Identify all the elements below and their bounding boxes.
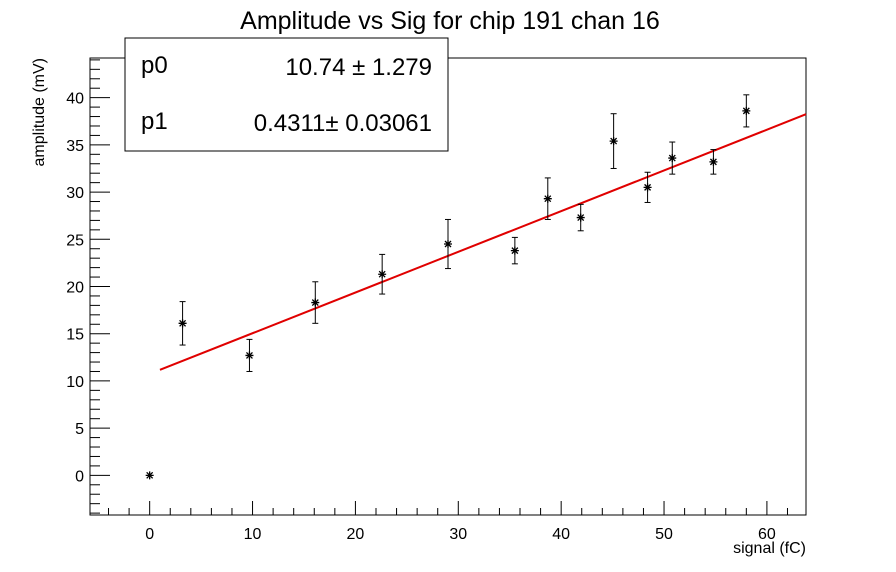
y-tick-label: 15	[66, 327, 84, 344]
asterisk-marker	[145, 471, 154, 480]
plus-minus-sign: ±	[345, 54, 372, 81]
param-p1-name: p1	[141, 108, 168, 135]
asterisk-marker	[609, 137, 618, 146]
data-point	[709, 149, 718, 175]
asterisk-marker	[311, 298, 320, 307]
x-axis-label: signal (fC)	[733, 540, 806, 557]
asterisk-marker	[178, 319, 187, 328]
y-tick-label: 30	[66, 185, 84, 202]
data-point	[378, 253, 387, 295]
fit-box-frame	[124, 37, 449, 152]
x-tick-label: 40	[552, 526, 570, 543]
y-axis-label: amplitude (mV)	[31, 58, 48, 166]
x-tick-label: 60	[758, 526, 776, 543]
asterisk-marker	[643, 183, 652, 192]
x-axis: 0 10 20 30 40 50 60	[108, 501, 788, 543]
data-point	[510, 236, 519, 265]
data-points-layer	[145, 94, 751, 480]
asterisk-marker	[543, 194, 552, 203]
data-point	[609, 113, 618, 169]
y-tick-label: 20	[66, 280, 84, 297]
x-tick-label: 10	[244, 526, 262, 543]
data-point	[576, 203, 585, 232]
asterisk-marker	[444, 240, 452, 249]
param-p0-name: p0	[141, 52, 168, 79]
x-tick-label: 50	[655, 526, 673, 543]
param-p0-error: 1.279	[372, 54, 432, 81]
y-tick-label: 0	[75, 468, 84, 485]
y-tick-label: 5	[75, 421, 84, 438]
data-point	[178, 301, 187, 346]
y-axis: 0 5 10 15 20 25 30 35 40	[66, 59, 110, 514]
param-p0-mean: 10.74	[285, 54, 345, 81]
asterisk-marker	[668, 154, 677, 163]
param-p0-value: 10.74 ± 1.279	[285, 54, 432, 81]
x-tick-label: 30	[449, 526, 467, 543]
fit-line	[159, 113, 807, 371]
asterisk-marker	[378, 270, 387, 279]
data-point	[643, 171, 652, 203]
data-point	[668, 141, 677, 175]
asterisk-marker	[245, 351, 254, 360]
plus-minus-sign: ±	[325, 110, 345, 137]
param-p1-mean: 0.4311	[254, 110, 326, 137]
asterisk-marker	[742, 106, 751, 115]
asterisk-marker	[510, 246, 519, 255]
y-tick-label: 35	[66, 138, 84, 155]
data-point	[245, 338, 254, 372]
data-point	[742, 94, 751, 128]
param-p1-error: 0.03061	[345, 110, 432, 137]
fit-parameter-box: p0 10.74 ± 1.279 p1 0.4311± 0.03061	[124, 37, 449, 152]
param-p1-value: 0.4311± 0.03061	[254, 110, 432, 137]
fit-line-layer	[159, 113, 807, 371]
asterisk-marker	[709, 157, 718, 166]
x-tick-label: 20	[347, 526, 365, 543]
y-tick-label: 10	[66, 374, 84, 391]
data-point	[543, 177, 552, 220]
data-point	[444, 218, 452, 270]
y-tick-label: 25	[66, 232, 84, 249]
data-point	[145, 471, 154, 480]
asterisk-marker	[576, 213, 585, 222]
data-point	[311, 281, 320, 324]
chart-title: Amplitude vs Sig for chip 191 chan 16	[240, 7, 660, 35]
x-tick-label: 0	[145, 526, 154, 543]
y-tick-label: 40	[66, 91, 84, 108]
